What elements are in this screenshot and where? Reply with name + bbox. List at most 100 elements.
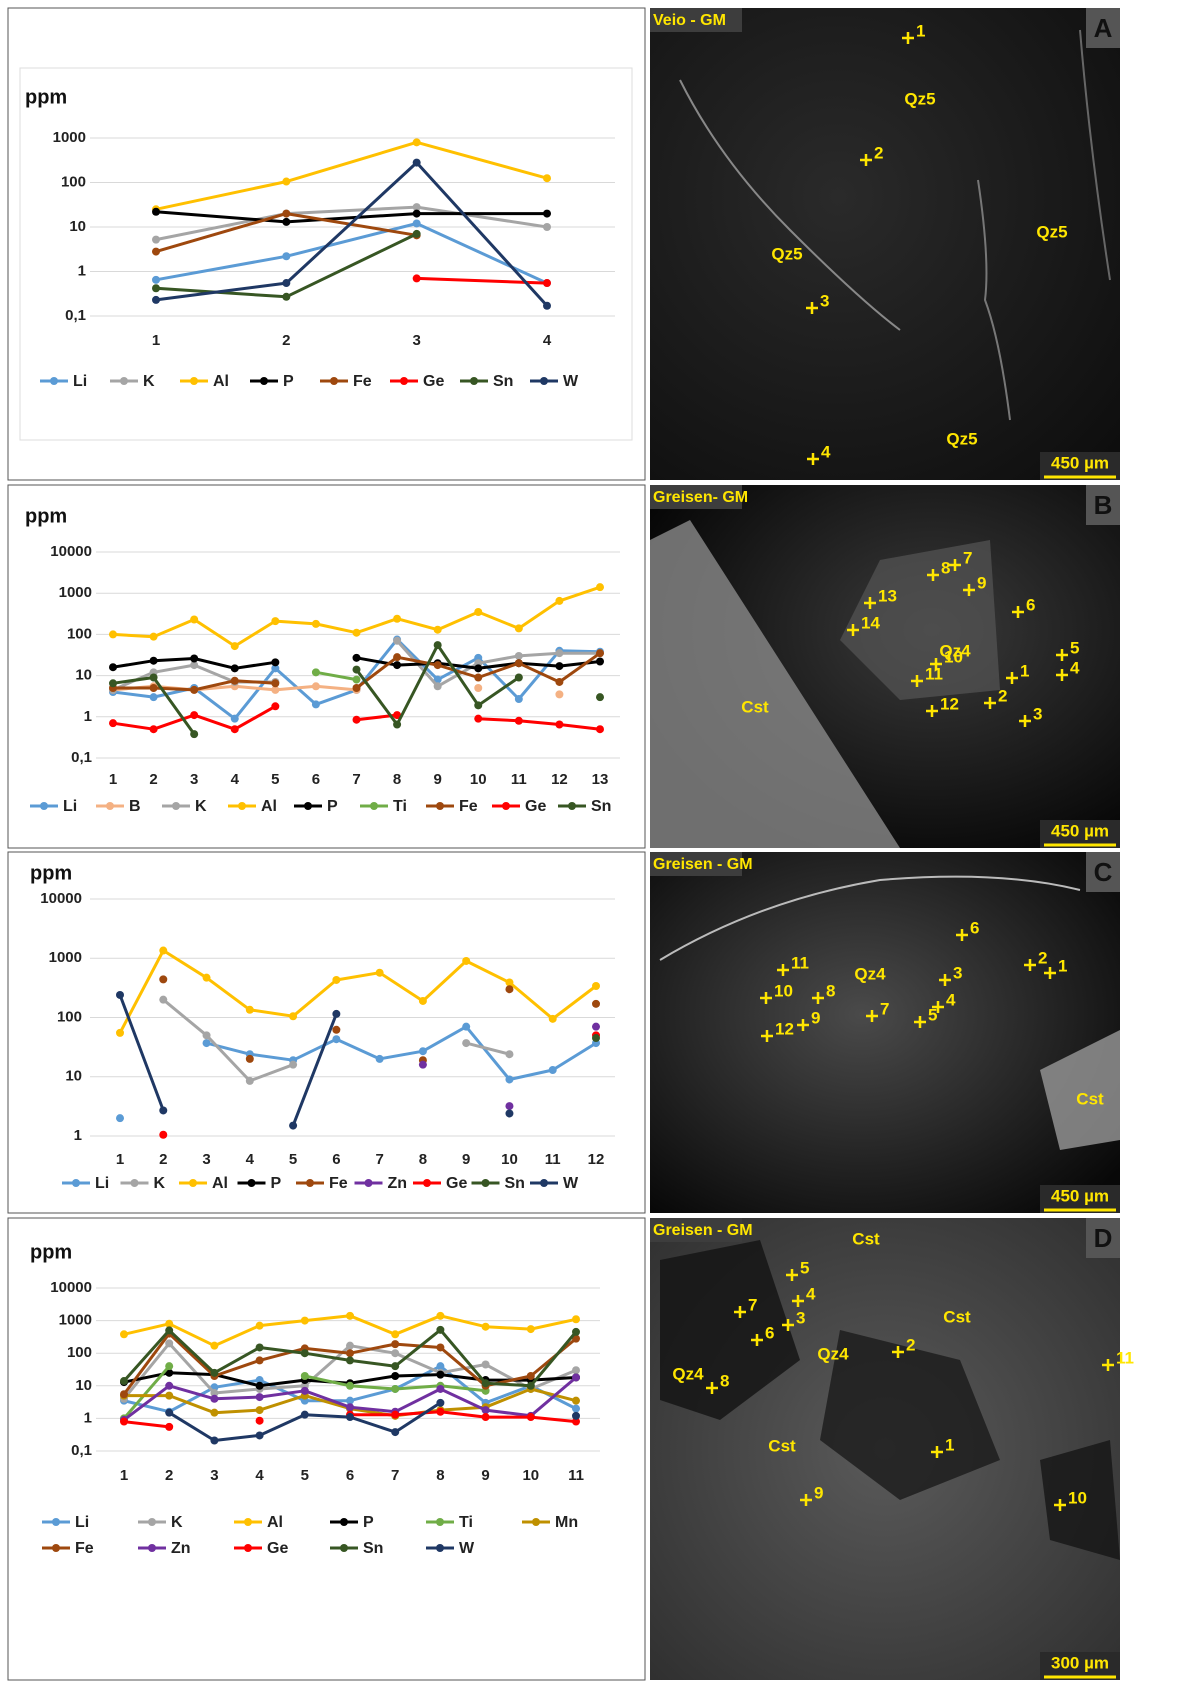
- data-point: [419, 997, 427, 1005]
- legend-marker: [400, 377, 408, 385]
- legend-marker: [244, 1518, 252, 1526]
- data-point: [190, 655, 198, 663]
- data-point: [413, 230, 421, 238]
- legend-marker: [248, 1179, 256, 1187]
- data-point: [393, 661, 401, 669]
- data-point: [462, 957, 470, 965]
- sem-image: [650, 8, 1120, 480]
- x-tick-label: 10: [470, 771, 487, 788]
- data-point: [393, 615, 401, 623]
- legend-marker: [52, 1518, 60, 1526]
- legend-label: Sn: [493, 373, 513, 390]
- x-tick-label: 4: [543, 332, 552, 349]
- data-point: [393, 637, 401, 645]
- x-tick-label: 6: [332, 1151, 340, 1168]
- panel-letter: D: [1094, 1223, 1113, 1253]
- data-point: [152, 296, 160, 304]
- legend-label: K: [195, 798, 207, 815]
- legend-label: Li: [95, 1175, 109, 1192]
- data-point: [391, 1411, 399, 1419]
- data-point: [515, 659, 523, 667]
- point-label: 7: [748, 1295, 757, 1314]
- data-point: [301, 1317, 309, 1325]
- data-point: [301, 1349, 309, 1357]
- data-point: [474, 673, 482, 681]
- data-point: [109, 630, 117, 638]
- point-label: 10: [944, 647, 963, 666]
- data-point: [596, 725, 604, 733]
- data-point: [150, 633, 158, 641]
- data-point: [289, 1061, 297, 1069]
- data-point: [116, 1114, 124, 1122]
- data-point: [231, 664, 239, 672]
- mineral-label: Cst: [768, 1436, 796, 1455]
- legend-marker: [148, 1518, 156, 1526]
- plot-frame: [20, 68, 632, 440]
- data-point: [436, 1343, 444, 1351]
- data-point: [413, 274, 421, 282]
- point-label: 9: [811, 1008, 820, 1027]
- image-title: Greisen - GM: [653, 856, 753, 873]
- data-point: [312, 682, 320, 690]
- panel-letter: A: [1094, 13, 1113, 43]
- point-label: 14: [861, 613, 880, 632]
- mineral-label: Cst: [943, 1307, 971, 1326]
- data-point: [527, 1382, 535, 1390]
- data-point: [165, 1392, 173, 1400]
- data-point: [434, 626, 442, 634]
- data-point: [515, 624, 523, 632]
- data-point: [474, 684, 482, 692]
- legend-label: Mn: [555, 1514, 578, 1531]
- mineral-label: Qz4: [854, 964, 886, 983]
- legend-marker: [172, 802, 180, 810]
- data-point: [555, 721, 563, 729]
- y-tick-label: 1: [84, 708, 92, 725]
- legend-label: Ge: [267, 1540, 288, 1557]
- point-label: 8: [826, 981, 835, 1000]
- data-point: [391, 1330, 399, 1338]
- data-point: [159, 975, 167, 983]
- y-tick-label: 1000: [53, 129, 86, 146]
- data-point: [376, 1055, 384, 1063]
- mineral-label: Qz4: [817, 1344, 849, 1363]
- data-point: [346, 1382, 354, 1390]
- x-tick-label: 9: [433, 771, 441, 788]
- data-point: [482, 1413, 490, 1421]
- mineral-label: Cst: [1076, 1089, 1104, 1108]
- legend-label: Fe: [75, 1540, 94, 1557]
- data-point: [436, 1399, 444, 1407]
- point-label: 2: [998, 686, 1007, 705]
- data-point: [353, 654, 361, 662]
- point-label: 4: [821, 442, 831, 461]
- legend-label: W: [563, 373, 579, 390]
- point-label: 11: [791, 953, 809, 972]
- y-tick-label: 10: [75, 1377, 92, 1394]
- data-point: [271, 658, 279, 666]
- data-point: [120, 1330, 128, 1338]
- x-tick-label: 4: [231, 771, 240, 788]
- data-point: [413, 210, 421, 218]
- y-tick-label: 0,1: [71, 1442, 92, 1459]
- x-tick-label: 1: [116, 1151, 124, 1168]
- legend-label: K: [154, 1175, 166, 1192]
- data-point: [596, 693, 604, 701]
- data-point: [159, 996, 167, 1004]
- mineral-label: Qz5: [771, 244, 802, 263]
- point-label: 7: [963, 548, 972, 567]
- data-point: [413, 159, 421, 167]
- legend-label: Sn: [363, 1540, 383, 1557]
- data-point: [376, 969, 384, 977]
- data-point: [165, 1423, 173, 1431]
- legend-label: Ge: [446, 1175, 467, 1192]
- data-point: [109, 719, 117, 727]
- data-point: [165, 1409, 173, 1417]
- point-label: 3: [820, 291, 829, 310]
- data-point: [527, 1413, 535, 1421]
- x-tick-label: 7: [375, 1151, 383, 1168]
- y-tick-label: 1: [78, 262, 86, 279]
- panel-letter: C: [1094, 857, 1113, 887]
- data-point: [190, 686, 198, 694]
- legend-marker: [244, 1544, 252, 1552]
- data-point: [301, 1411, 309, 1419]
- data-point: [150, 725, 158, 733]
